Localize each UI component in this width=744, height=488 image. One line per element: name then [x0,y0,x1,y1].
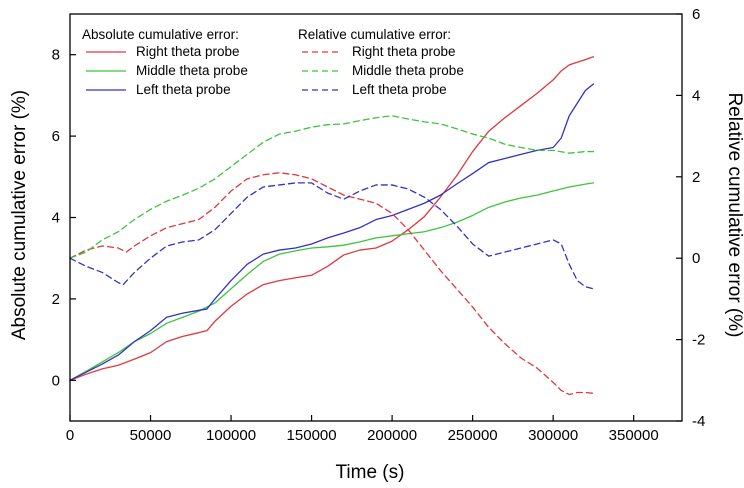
left-y-tick-label: 6 [52,128,60,145]
x-tick-label: 0 [66,427,74,444]
left-y-tick-label: 0 [52,372,60,389]
legend-absolute-title: Absolute cumulative error: [82,27,239,42]
left-y-tick-label: 8 [52,47,60,64]
series-line-absolute-middle-theta-probe [69,182,595,381]
x-tick-label: 200000 [367,427,417,444]
x-axis-title: Time (s) [336,462,405,483]
left-y-axis: 0 2 4 6 8 [52,47,76,389]
series-line-absolute-left-theta-probe [69,83,595,381]
x-tick-label: 50000 [130,427,172,444]
series-layer [69,56,595,396]
right-y-axis-title: Relative cumulative error (%) [724,93,744,338]
right-y-tick-label: 0 [692,250,700,267]
legend-label: Middle theta probe [136,63,248,78]
legend-relative-title: Relative cumulative error: [298,27,451,42]
right-y-tick-label: 6 [692,6,700,23]
x-tick-label: 300000 [528,427,578,444]
series-line-absolute-right-theta-probe [69,56,595,381]
right-y-tick-label: 2 [692,169,700,186]
right-y-tick-label: 4 [692,87,700,104]
legend-label: Left theta probe [352,82,447,97]
left-y-axis-title: Absolute cumulative error (%) [9,90,30,340]
right-y-axis: -4 -2 0 2 4 6 [676,6,705,430]
right-y-tick-label: -2 [692,332,705,349]
legend-entries: Right theta probe Middle theta probe Left … [86,44,464,97]
left-y-tick-label: 4 [52,210,60,227]
legend-label: Right theta probe [136,44,240,59]
x-tick-label: 250000 [448,427,498,444]
left-y-tick-label: 2 [52,291,60,308]
legend: Absolute cumulative error: Relative cumu… [82,27,464,97]
legend-label: Middle theta probe [352,63,464,78]
series-line-relative-right-theta-probe [69,172,595,396]
right-y-tick-label: -4 [692,413,705,430]
x-tick-label: 150000 [287,427,337,444]
x-axis: 0 50000 100000 150000 200000 250000 300000 3500… [66,415,659,444]
legend-label: Left theta probe [136,82,231,97]
x-tick-label: 100000 [206,427,256,444]
series-line-relative-middle-theta-probe [69,115,595,259]
x-tick-label: 350000 [609,427,659,444]
legend-label: Right theta probe [352,44,456,59]
series-line-relative-left-theta-probe [69,182,595,290]
